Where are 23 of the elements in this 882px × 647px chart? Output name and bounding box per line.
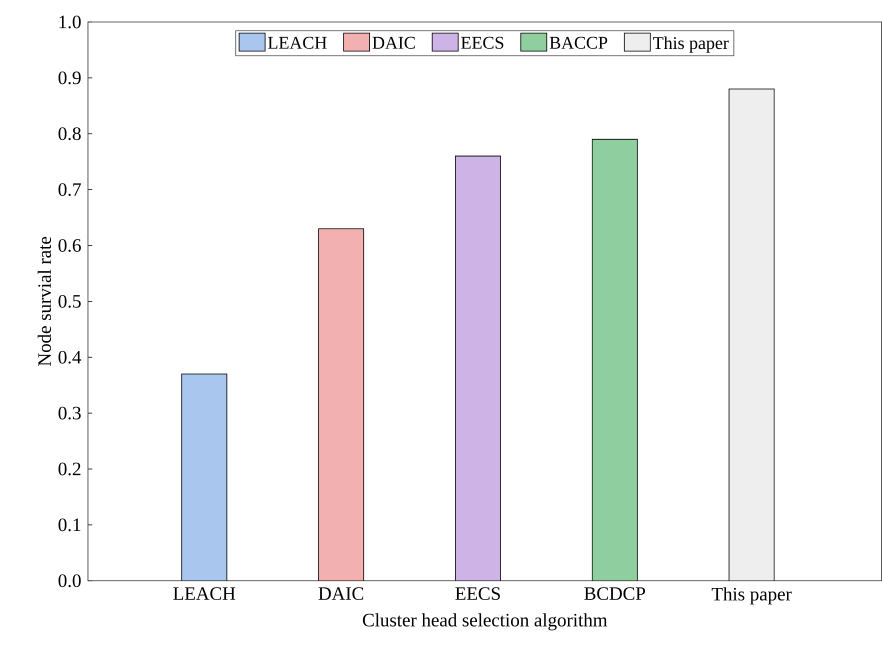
y-tick-label: 0.2 (58, 462, 80, 476)
legend-label: This paper (653, 36, 729, 53)
legend-label: BACCP (550, 36, 608, 49)
y-axis-title: Node survial rate (38, 236, 51, 366)
x-tick-label: EECS (455, 587, 500, 600)
x-tick-label: LEACH (173, 587, 236, 600)
y-tick-label: 0.6 (58, 239, 81, 252)
y-tick-label: 0.9 (58, 72, 81, 84)
y-tick-label: 0.7 (58, 183, 81, 196)
legend-label: EECS (461, 36, 504, 49)
y-tick-label: 0.1 (58, 518, 80, 532)
legend-label: LEACH (268, 36, 327, 49)
legend-label: DAIC (372, 36, 415, 49)
x-tick-label: BCDCP (584, 587, 646, 600)
y-tick-label: 1.0 (59, 16, 81, 29)
y-tick-label: 0.5 (58, 295, 81, 308)
x-axis-title: Cluster head selection algorithm (362, 613, 608, 631)
x-tick-label: This paper (712, 587, 792, 605)
y-tick-label: 0.3 (58, 406, 81, 420)
y-tick-label: 0.8 (58, 127, 81, 140)
y-tick-label: 0.4 (58, 350, 82, 364)
y-tick-label: 0.0 (58, 574, 81, 588)
x-tick-label: DAIC (318, 587, 364, 600)
